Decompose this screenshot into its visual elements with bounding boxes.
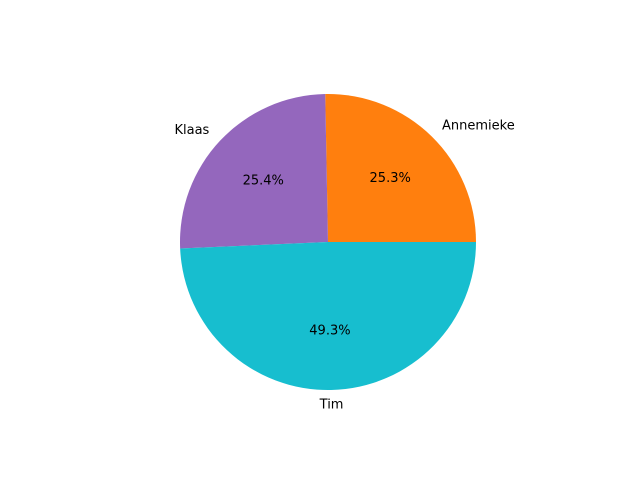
pie-slice-annemieke — [325, 93, 476, 242]
pie-slice-tim — [180, 242, 477, 391]
pie-labels: Annemieke 25.3% Klaas 25.4% Tim 49.3% — [174, 118, 514, 412]
pie-slice-klaas — [180, 94, 328, 249]
slice-label-tim: Tim — [319, 397, 344, 412]
slice-label-klaas: Klaas — [174, 123, 209, 138]
slice-pct-tim: 49.3% — [309, 323, 350, 338]
slice-pct-klaas: 25.4% — [243, 174, 284, 189]
slice-label-annemieke: Annemieke — [442, 118, 515, 133]
slice-pct-annemieke: 25.3% — [370, 171, 411, 186]
pie-slices — [180, 93, 477, 391]
